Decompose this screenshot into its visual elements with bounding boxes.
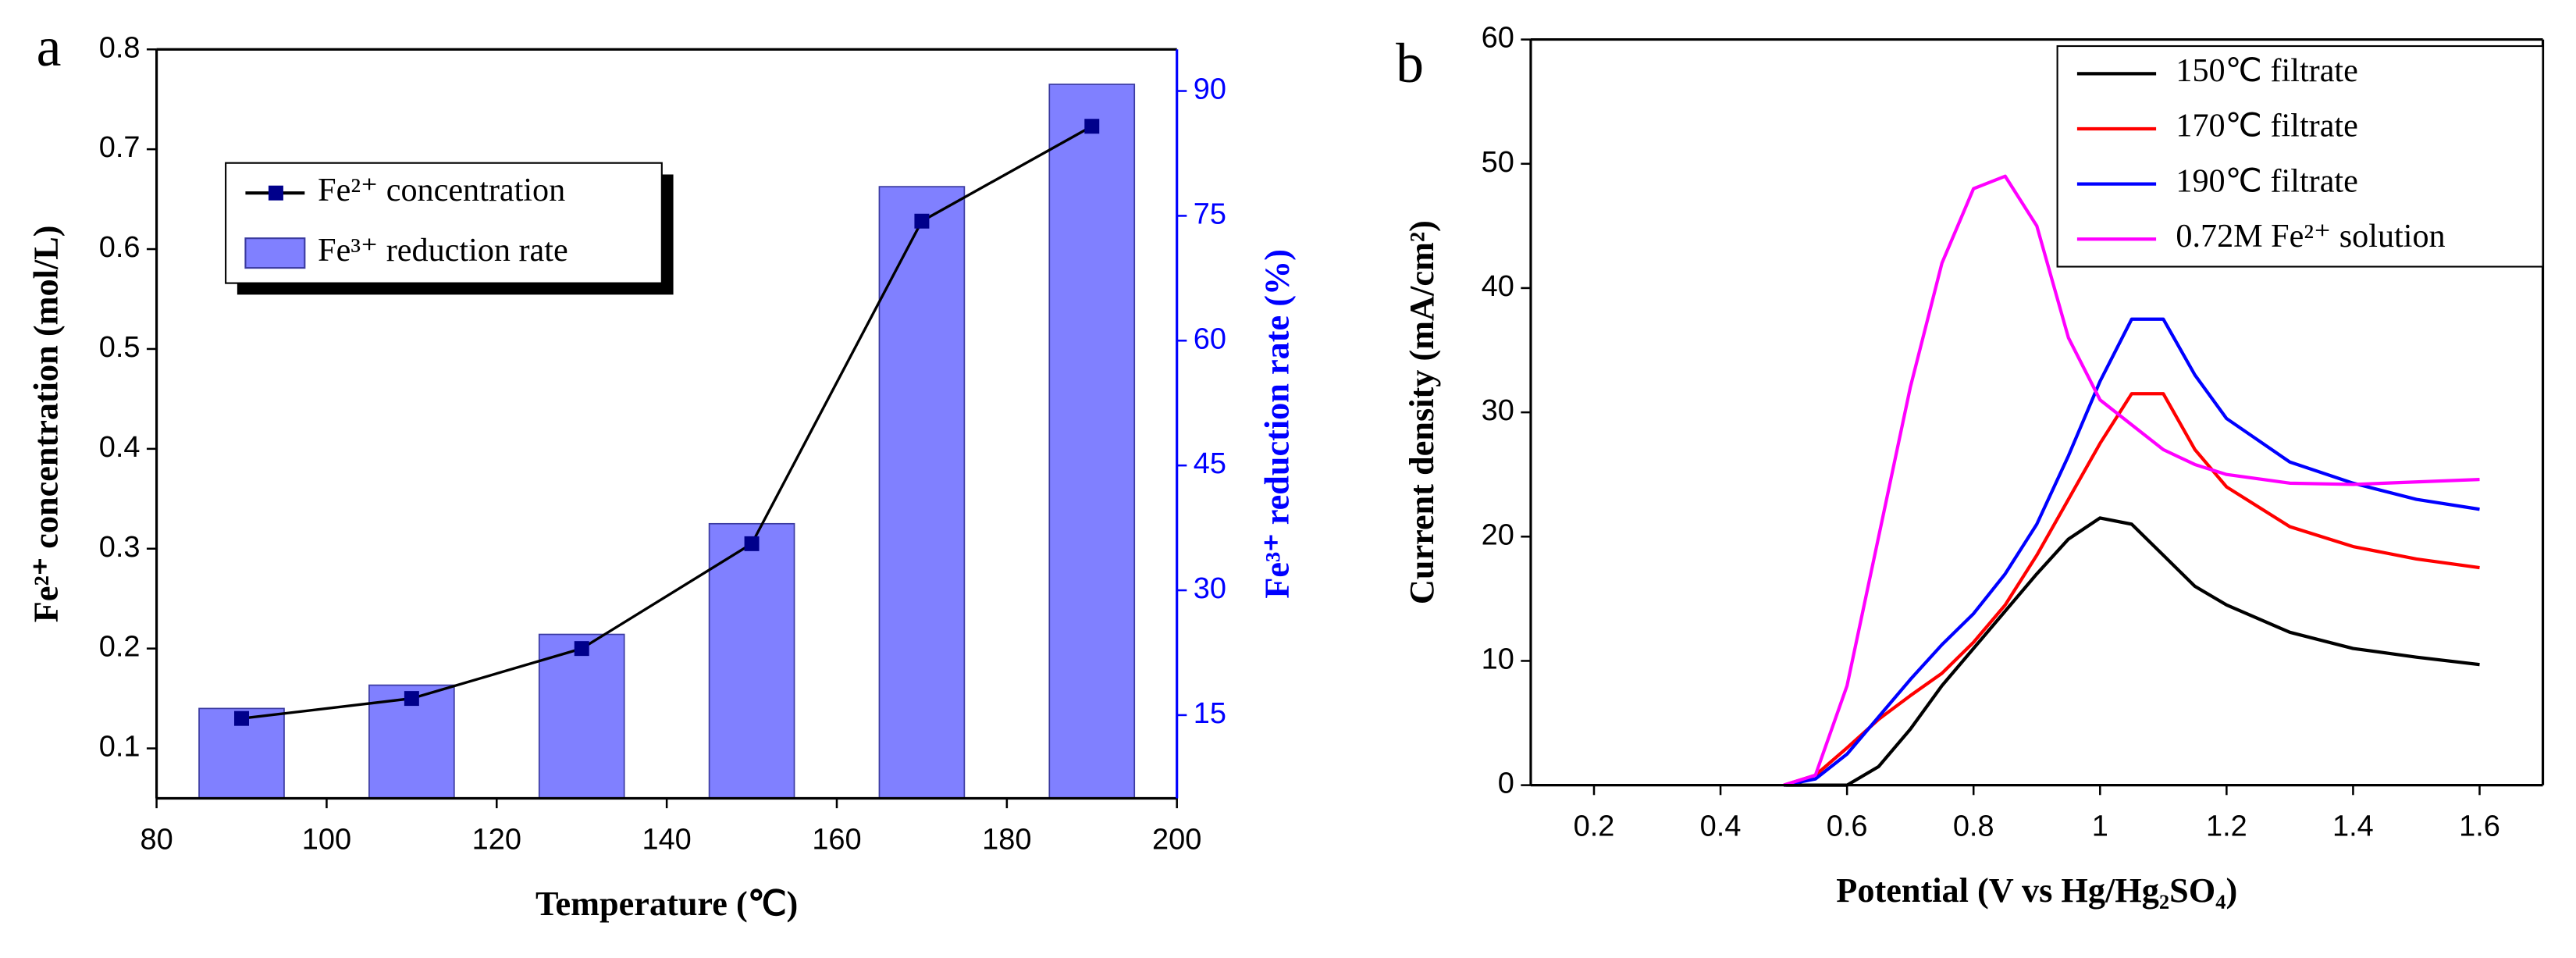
legend-label: Fe²⁺ concentration (318, 172, 565, 208)
x-tick-label: 0.2 (1574, 810, 1615, 842)
marker (1084, 119, 1100, 134)
line (1783, 392, 2480, 787)
x-tick-label: 120 (472, 823, 521, 856)
marker (404, 691, 419, 707)
y-tick-label: 0.5 (99, 331, 141, 364)
y2-tick-label: 45 (1194, 447, 1226, 480)
x-tick-label: 0.8 (1953, 810, 1994, 842)
line (1784, 516, 2480, 787)
legend-swatch (244, 237, 306, 269)
x-tick-label: 1 (2092, 810, 2108, 842)
x-tick-label: 0.4 (1700, 810, 1742, 842)
legend-label: Fe³⁺ reduction rate (318, 232, 568, 269)
y-tick-label: 0.6 (99, 231, 141, 264)
x-tick-label: 200 (1152, 823, 1201, 856)
y2-tick-label: 30 (1194, 572, 1226, 605)
y-tick-label: 30 (1482, 394, 1514, 427)
panel-label: a (37, 16, 62, 78)
y-tick-label: 0.1 (99, 731, 141, 764)
marker (914, 213, 930, 229)
x-tick-label: 140 (642, 823, 691, 856)
y-tick-label: 0.2 (99, 631, 141, 664)
line (1783, 174, 2480, 787)
y-tick-label: 40 (1482, 270, 1514, 303)
y-tick-label: 20 (1482, 518, 1514, 551)
x-axis-label: Potential (V vs Hg/Hg₂SO₄) (1836, 871, 2237, 910)
y-tick-label: 0.7 (99, 131, 141, 164)
y-tick-label: 0 (1498, 767, 1514, 800)
y2-tick-label: 60 (1194, 322, 1226, 355)
legend (2056, 45, 2544, 268)
x-tick-label: 180 (982, 823, 1031, 856)
bar (878, 186, 966, 800)
x-tick-label: 100 (302, 823, 351, 856)
y-tick-label: 0.4 (99, 431, 141, 464)
legend-marker (268, 185, 283, 201)
panel-label: b (1396, 32, 1424, 94)
bar (708, 522, 795, 800)
y2-tick-label: 15 (1194, 697, 1226, 730)
y-tick-label: 60 (1482, 22, 1514, 55)
y-tick-label: 10 (1482, 643, 1514, 675)
y-tick-label: 0.8 (99, 31, 141, 64)
y-tick-label: 50 (1482, 146, 1514, 179)
line (1783, 317, 2480, 787)
y2-tick-label: 75 (1194, 198, 1226, 230)
y2-tick-label: 90 (1194, 73, 1226, 106)
legend-label: 150℃ filtrate (2176, 52, 2357, 89)
legend-label: 170℃ filtrate (2176, 108, 2357, 144)
x-tick-label: 1.4 (2332, 810, 2374, 842)
y2-axis-label: Fe³⁺ reduction rate (%) (1258, 249, 1297, 599)
bar (1048, 84, 1136, 800)
bar (538, 633, 625, 800)
y-axis-label: Fe²⁺ concentration (mol/L) (27, 226, 66, 623)
marker (234, 710, 249, 726)
y-tick-label: 0.3 (99, 531, 141, 564)
y-axis-label: Current density (mA/cm²) (1403, 220, 1441, 604)
x-tick-label: 80 (140, 823, 173, 856)
x-tick-label: 1.2 (2206, 810, 2247, 842)
x-axis-label: Temperature (℃) (535, 885, 798, 923)
legend-label: 190℃ filtrate (2176, 162, 2357, 199)
x-tick-label: 0.6 (1827, 810, 1868, 842)
legend-label: 0.72M Fe²⁺ solution (2176, 218, 2445, 255)
marker (744, 536, 760, 551)
line (241, 125, 1093, 720)
x-tick-label: 160 (812, 823, 861, 856)
marker (574, 641, 589, 657)
x-tick-label: 1.6 (2459, 810, 2500, 842)
